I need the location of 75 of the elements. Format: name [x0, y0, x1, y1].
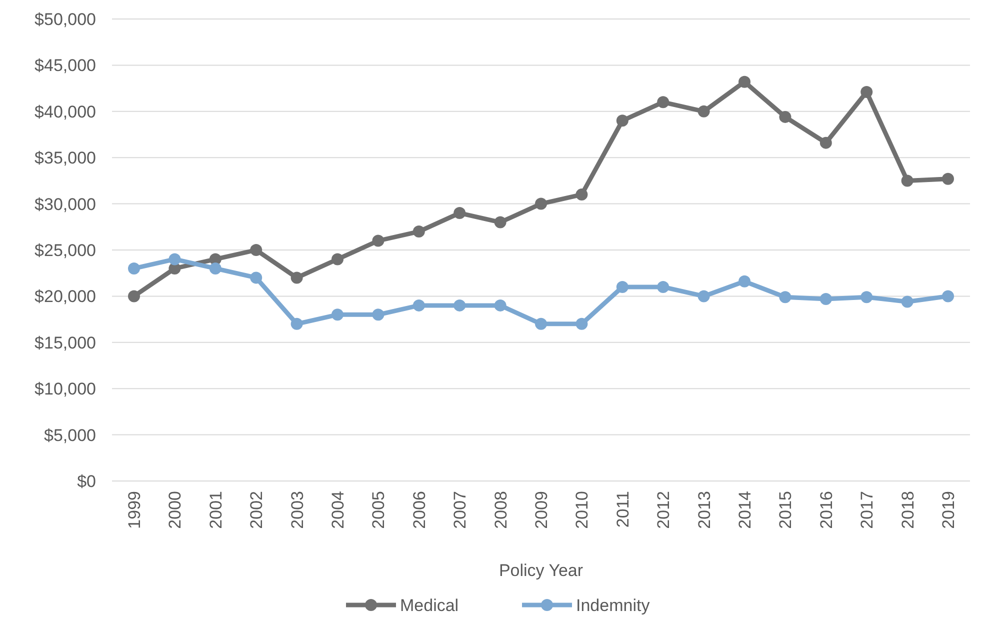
point [779, 110, 792, 123]
x-tick-label: 1999 [125, 491, 144, 529]
point [820, 292, 832, 305]
x-tick-label: 2018 [898, 491, 918, 529]
point [535, 318, 547, 330]
y-tick-label: $15,000 [34, 333, 96, 352]
point [372, 308, 384, 321]
point [901, 174, 914, 187]
point [738, 275, 750, 288]
point [250, 272, 262, 284]
point [535, 198, 547, 210]
x-tick-label: 2016 [816, 491, 836, 529]
x-tick-label: 2004 [328, 491, 348, 529]
point [250, 244, 262, 256]
point [128, 290, 140, 302]
x-tick-label: 2007 [450, 491, 470, 529]
point [657, 280, 670, 293]
y-tick-label: $20,000 [34, 287, 96, 306]
x-tick-label: 2011 [613, 491, 632, 528]
point [494, 299, 506, 312]
point [616, 114, 628, 127]
point [494, 216, 506, 228]
point [779, 291, 792, 304]
y-tick-label: $5,000 [44, 426, 96, 445]
point [168, 253, 181, 266]
x-tick-label: 2015 [776, 491, 796, 529]
point [698, 105, 710, 118]
y-tick-label: $25,000 [34, 240, 96, 260]
point [860, 86, 873, 98]
x-tick-label: 2006 [410, 491, 429, 529]
point [128, 262, 140, 274]
point [412, 226, 425, 238]
point [901, 296, 914, 308]
x-tick-label: 2001 [206, 491, 226, 529]
x-tick-label: 2014 [736, 491, 754, 529]
y-tick-label: $0 [77, 472, 96, 491]
point [616, 280, 628, 293]
point [332, 308, 344, 321]
y-tick-label: $50,000 [34, 10, 96, 29]
x-tick-label: 2005 [369, 491, 388, 529]
point [942, 172, 954, 185]
point [290, 272, 303, 284]
point [372, 234, 384, 247]
y-tick-label: $30,000 [34, 194, 96, 214]
legend-label: Medical [400, 596, 459, 615]
y-tick-label: $40,000 [34, 102, 96, 122]
legend-label: Indemnity [576, 596, 650, 615]
point [454, 207, 466, 220]
x-tick-label: 2000 [166, 491, 185, 529]
point [698, 290, 710, 302]
x-tick-label: 2002 [247, 491, 266, 529]
point [860, 291, 873, 304]
point [332, 253, 344, 266]
x-tick-label: 2010 [572, 491, 592, 529]
x-axis-title: Policy Year [498, 561, 584, 580]
x-tick-label: 2019 [939, 491, 958, 529]
point [738, 76, 750, 88]
point [576, 188, 588, 201]
point [412, 299, 425, 312]
x-tick-label: 2012 [654, 491, 674, 529]
x-tick-label: 2003 [288, 491, 307, 529]
x-tick-label: 2017 [858, 491, 877, 529]
point [454, 299, 466, 312]
point [657, 96, 670, 108]
point [576, 318, 588, 330]
x-tick-label: 2008 [491, 491, 510, 529]
y-tick-label: $35,000 [34, 148, 96, 168]
point [209, 262, 222, 274]
x-tick-label: 2009 [532, 491, 551, 529]
point [290, 318, 303, 330]
y-tick-label: $10,000 [34, 380, 96, 399]
point [942, 290, 954, 302]
y-tick-label: $45,000 [34, 56, 96, 76]
x-tick-label: 2013 [694, 491, 714, 529]
point [820, 136, 832, 149]
